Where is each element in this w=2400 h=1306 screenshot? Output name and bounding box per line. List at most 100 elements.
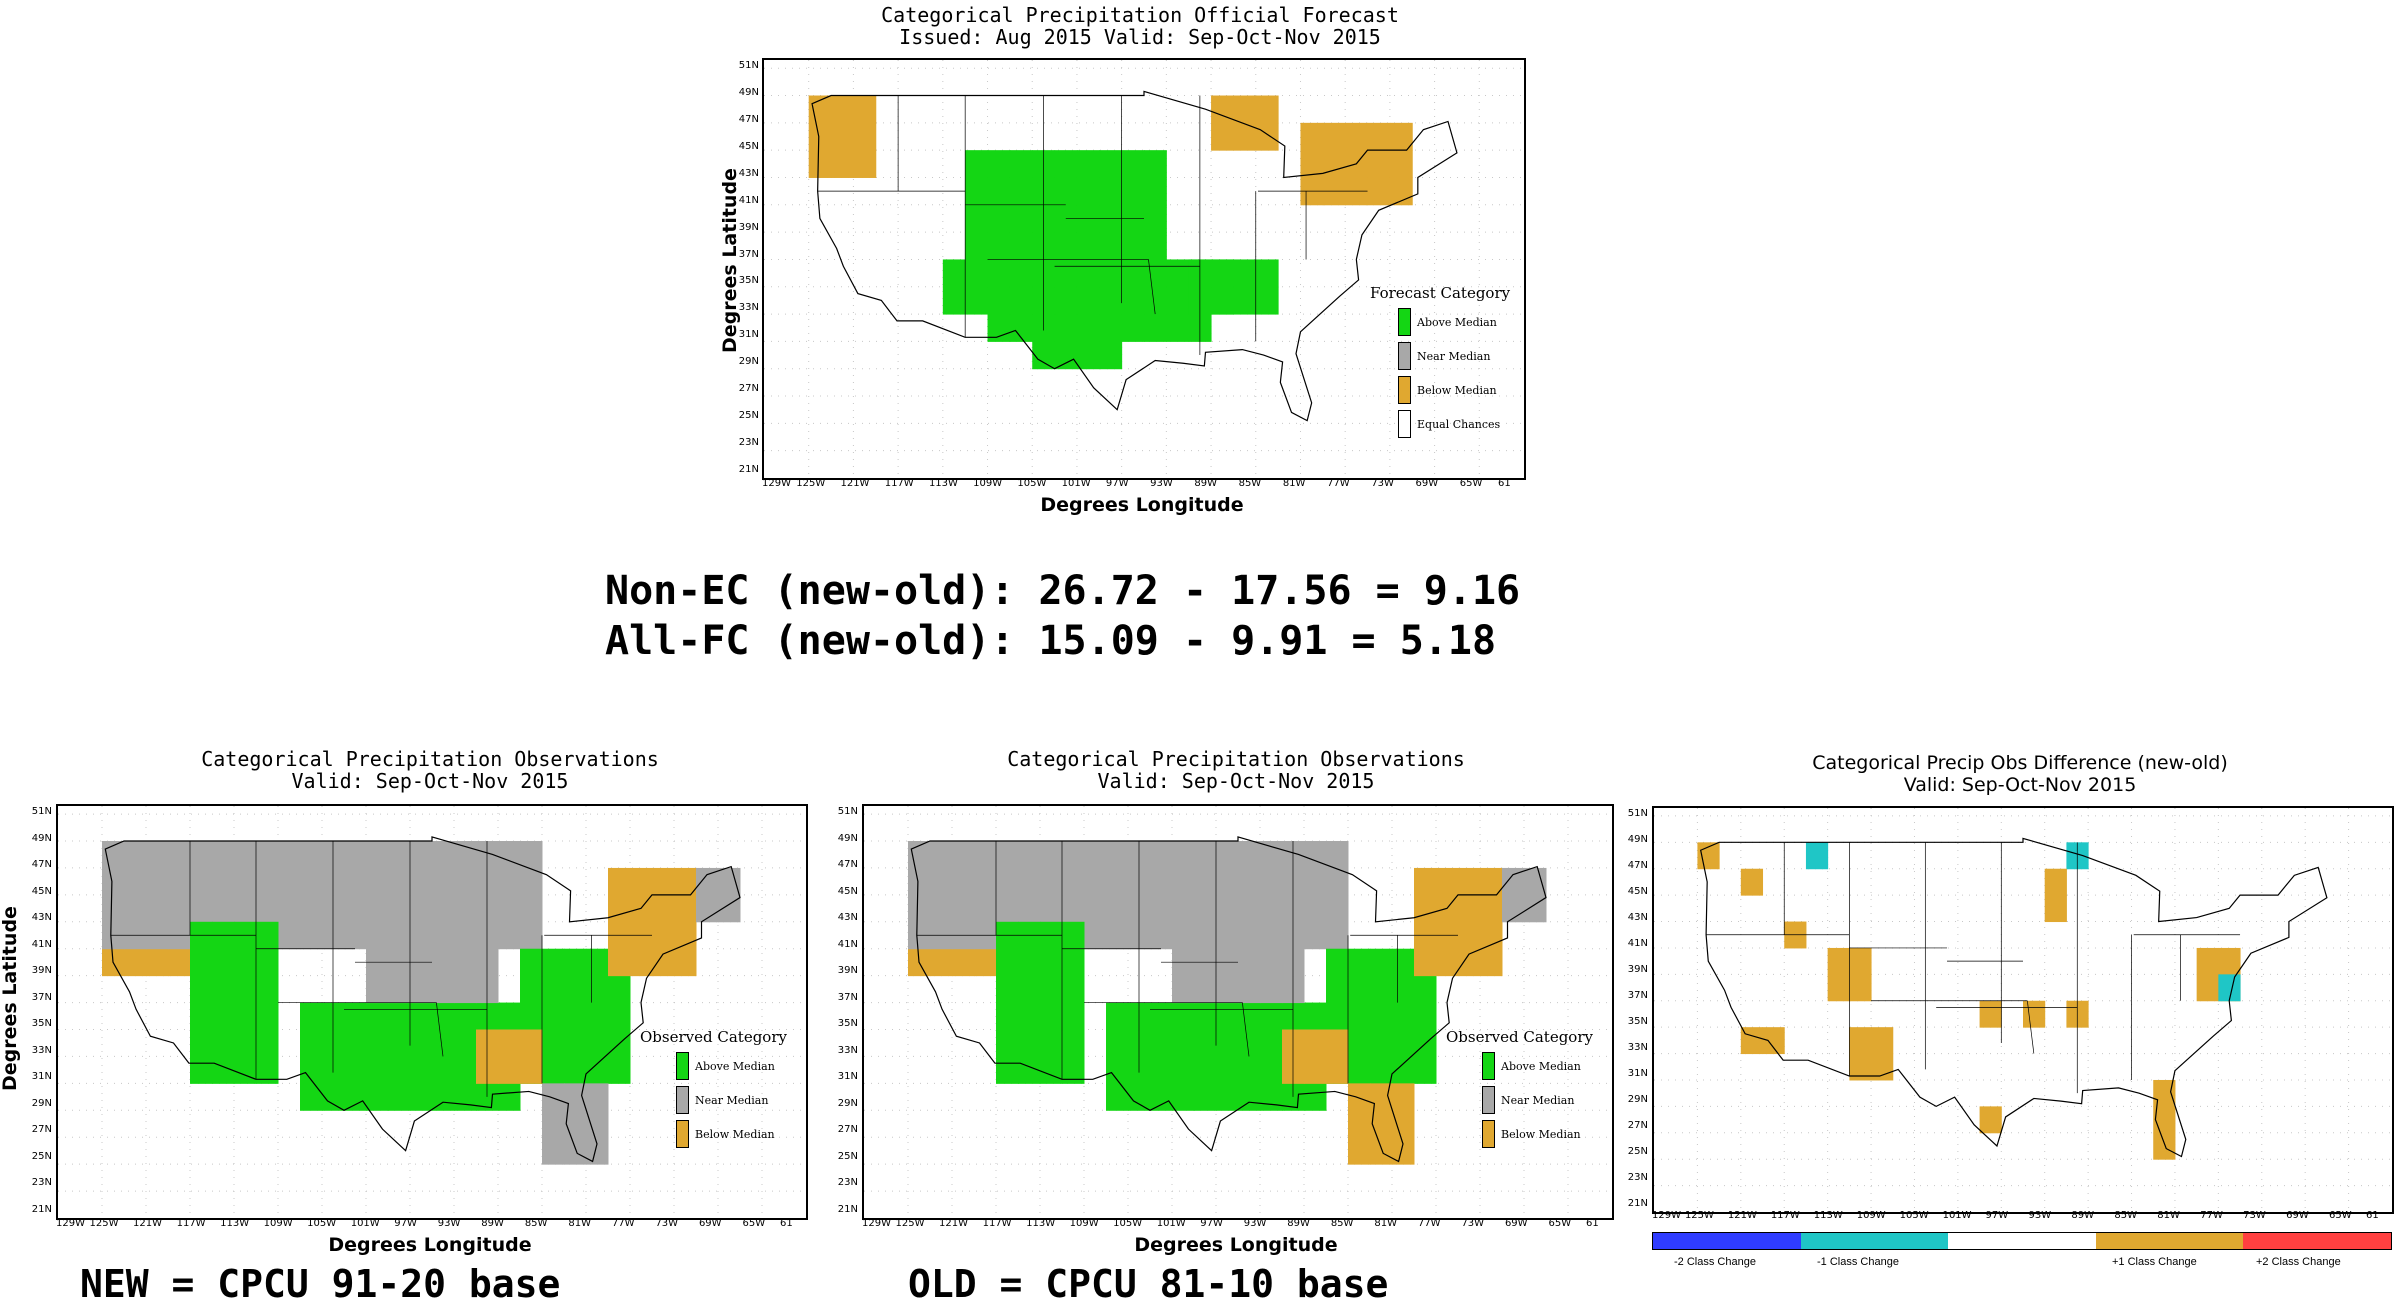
category-cell <box>1166 314 1190 342</box>
x-tick-label: 129W <box>56 1218 85 1229</box>
category-cell <box>1054 259 1078 288</box>
x-tick-label: 61 <box>2366 1210 2379 1221</box>
us-outline <box>910 836 1547 1163</box>
obs-old-y-ticks: 51N 49N 47N 45N 43N 41N 39N 37N 35N 33N 31N 29N 27N 2… <box>834 804 860 1216</box>
category-cell <box>1076 286 1100 315</box>
y-tick-label: 23N <box>31 1177 52 1189</box>
category-cell <box>608 1002 631 1031</box>
category-cell <box>410 1029 433 1057</box>
category-cell <box>410 975 433 1004</box>
category-cell <box>1216 867 1239 896</box>
category-cell <box>432 867 455 896</box>
colorbar-minus2 <box>1653 1233 1801 1249</box>
category-cell <box>432 1083 455 1111</box>
us-outline <box>104 836 741 1163</box>
x-tick-label: 101W <box>350 1218 380 1229</box>
category-cell <box>1348 1083 1371 1111</box>
y-tick-label: 23N <box>738 437 759 449</box>
category-cell <box>520 948 543 977</box>
category-cell <box>520 841 543 869</box>
category-cell <box>586 1029 609 1057</box>
category-cell <box>300 1056 323 1084</box>
category-cell <box>1062 1029 1085 1057</box>
category-cell <box>1370 975 1393 1004</box>
y-tick-label: 39N <box>1627 964 1648 975</box>
state-border <box>1242 1002 1250 1057</box>
x-tick-label: 105W <box>1899 1210 1929 1221</box>
category-cell <box>1099 314 1123 342</box>
obs-new-legend-near-swatch <box>676 1086 689 1114</box>
category-cell <box>608 894 631 923</box>
x-tick-label: 69W <box>2286 1210 2309 1221</box>
category-cell <box>1849 1027 1872 1055</box>
category-cell <box>1144 204 1167 233</box>
category-cell <box>1348 975 1371 1004</box>
x-tick-label: 61 <box>1586 1218 1599 1229</box>
category-cell <box>212 894 235 923</box>
category-cell <box>520 1002 543 1031</box>
forecast-x-ticks: 129W 125W 121W 117W 113W 109W 105W 101W 97W 93W 89… <box>762 478 1522 492</box>
category-cell <box>1260 921 1283 950</box>
category-cell <box>1144 286 1167 315</box>
us-outline <box>811 90 1458 422</box>
category-cell <box>1040 894 1063 923</box>
y-tick-label: 51N <box>1627 808 1648 819</box>
x-tick-label: 89W <box>1287 1218 1310 1229</box>
category-cell <box>1392 1002 1415 1031</box>
category-cell <box>1436 867 1459 896</box>
category-cell <box>1194 1083 1217 1111</box>
category-cell <box>1389 122 1413 151</box>
category-cell <box>1106 1056 1129 1084</box>
category-cell <box>1260 894 1283 923</box>
category-cell <box>300 1002 323 1031</box>
legend-equal-label: Equal Chances <box>1417 417 1501 431</box>
category-cell <box>454 1056 477 1084</box>
category-cell <box>520 1029 543 1057</box>
category-cell <box>454 1083 477 1111</box>
category-cell <box>996 1056 1019 1084</box>
category-cell <box>1150 1029 1173 1057</box>
y-tick-label: 21N <box>31 1204 52 1215</box>
y-tick-label: 39N <box>31 965 52 977</box>
category-cell <box>212 867 235 896</box>
colorbar-plus1 <box>2095 1233 2244 1249</box>
category-cell <box>586 1137 609 1165</box>
category-cell <box>1304 1083 1327 1111</box>
y-tick-label: 21N <box>1627 1198 1648 1209</box>
category-cell <box>2044 895 2067 923</box>
category-cell <box>1172 1083 1195 1111</box>
category-cell <box>278 867 301 896</box>
y-tick-label: 47N <box>837 859 858 871</box>
y-tick-label: 21N <box>738 464 759 475</box>
x-tick-label: 129W <box>862 1218 891 1229</box>
category-cell <box>608 1056 631 1084</box>
category-cell <box>1367 177 1391 206</box>
category-cell <box>234 1002 257 1031</box>
category-cell <box>234 1056 257 1084</box>
x-tick-label: 105W <box>1017 478 1047 489</box>
category-cell <box>652 921 675 950</box>
category-cell <box>1166 286 1190 315</box>
obs-new-legend-title: Observed Category <box>640 1028 787 1046</box>
category-cell <box>168 948 191 977</box>
category-cell <box>124 841 147 869</box>
category-cell <box>234 1029 257 1057</box>
category-cell <box>1106 1002 1129 1031</box>
y-tick-label: 31N <box>738 329 759 341</box>
category-cell <box>1458 867 1481 896</box>
legend-near-label: Near Median <box>1417 349 1491 363</box>
x-tick-label: 89W <box>1194 478 1217 489</box>
y-tick-label: 49N <box>837 832 858 844</box>
category-cell <box>300 1083 323 1111</box>
category-cell <box>1054 232 1078 260</box>
category-cell <box>1018 867 1041 896</box>
category-cell <box>608 867 631 896</box>
state-border <box>436 1002 444 1057</box>
category-cell <box>1099 232 1123 260</box>
category-cell <box>1260 1029 1283 1057</box>
category-cell <box>454 921 477 950</box>
category-cell <box>1018 975 1041 1004</box>
legend-below-swatch <box>1398 376 1411 404</box>
category-cell <box>996 948 1019 977</box>
category-cell <box>212 841 235 869</box>
